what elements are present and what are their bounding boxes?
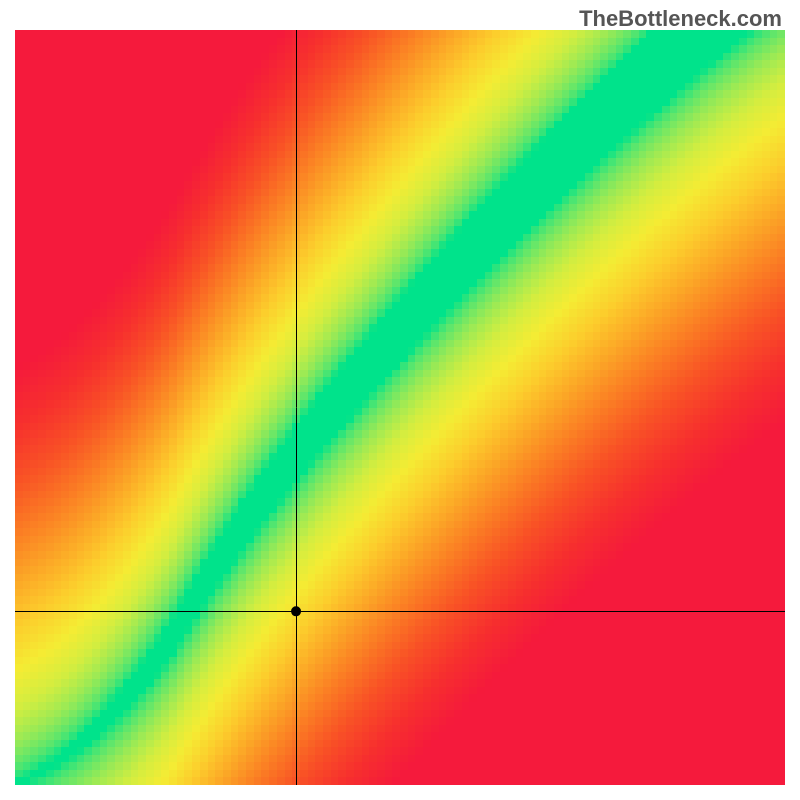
chart-stage: TheBottleneck.com bbox=[0, 0, 800, 800]
watermark-text: TheBottleneck.com bbox=[579, 6, 782, 32]
bottleneck-heatmap bbox=[15, 30, 785, 785]
